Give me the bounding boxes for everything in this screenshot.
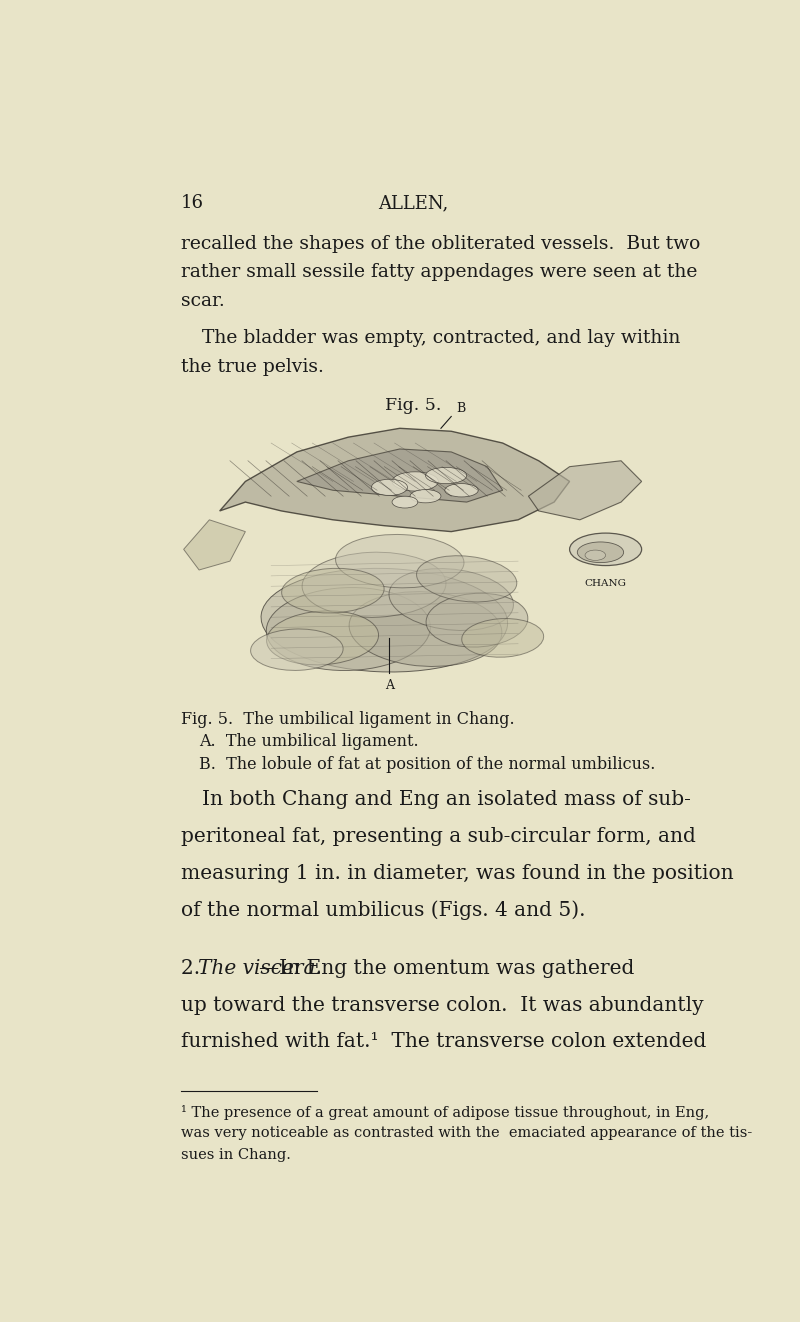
Text: peritoneal fat, presenting a sub-circular form, and: peritoneal fat, presenting a sub-circula…	[181, 828, 695, 846]
Text: Fig. 5.  The umbilical ligament in Chang.: Fig. 5. The umbilical ligament in Chang.	[181, 711, 514, 728]
Text: the true pelvis.: the true pelvis.	[181, 357, 323, 375]
Text: 2.: 2.	[181, 958, 213, 978]
Text: rather small sessile fatty appendages were seen at the: rather small sessile fatty appendages we…	[181, 263, 697, 282]
Text: The bladder was empty, contracted, and lay within: The bladder was empty, contracted, and l…	[202, 329, 681, 348]
Text: Fig. 5.: Fig. 5.	[385, 398, 442, 415]
Text: sues in Chang.: sues in Chang.	[181, 1147, 290, 1162]
Text: 16: 16	[181, 194, 204, 213]
Text: B.  The lobule of fat at position of the normal umbilicus.: B. The lobule of fat at position of the …	[199, 756, 655, 773]
Text: In both Chang and Eng an isolated mass of sub-: In both Chang and Eng an isolated mass o…	[202, 791, 691, 809]
Text: ¹ The presence of a great amount of adipose tissue throughout, in Eng,: ¹ The presence of a great amount of adip…	[181, 1105, 709, 1120]
Text: up toward the transverse colon.  It was abundantly: up toward the transverse colon. It was a…	[181, 995, 703, 1014]
Text: was very noticeable as contrasted with the  emaciated appearance of the tis-: was very noticeable as contrasted with t…	[181, 1126, 752, 1141]
Text: measuring 1 in. in diameter, was found in the position: measuring 1 in. in diameter, was found i…	[181, 863, 734, 883]
Text: The viscera.: The viscera.	[198, 958, 322, 978]
Text: of the normal umbilicus (Figs. 4 and 5).: of the normal umbilicus (Figs. 4 and 5).	[181, 900, 585, 920]
Text: A.  The umbilical ligament.: A. The umbilical ligament.	[199, 734, 419, 751]
Text: recalled the shapes of the obliterated vessels.  But two: recalled the shapes of the obliterated v…	[181, 235, 700, 253]
Text: furnished with fat.¹  The transverse colon extended: furnished with fat.¹ The transverse colo…	[181, 1032, 706, 1051]
Text: —In Eng the omentum was gathered: —In Eng the omentum was gathered	[258, 958, 634, 978]
Text: scar.: scar.	[181, 292, 224, 309]
Text: ALLEN,: ALLEN,	[378, 194, 448, 213]
